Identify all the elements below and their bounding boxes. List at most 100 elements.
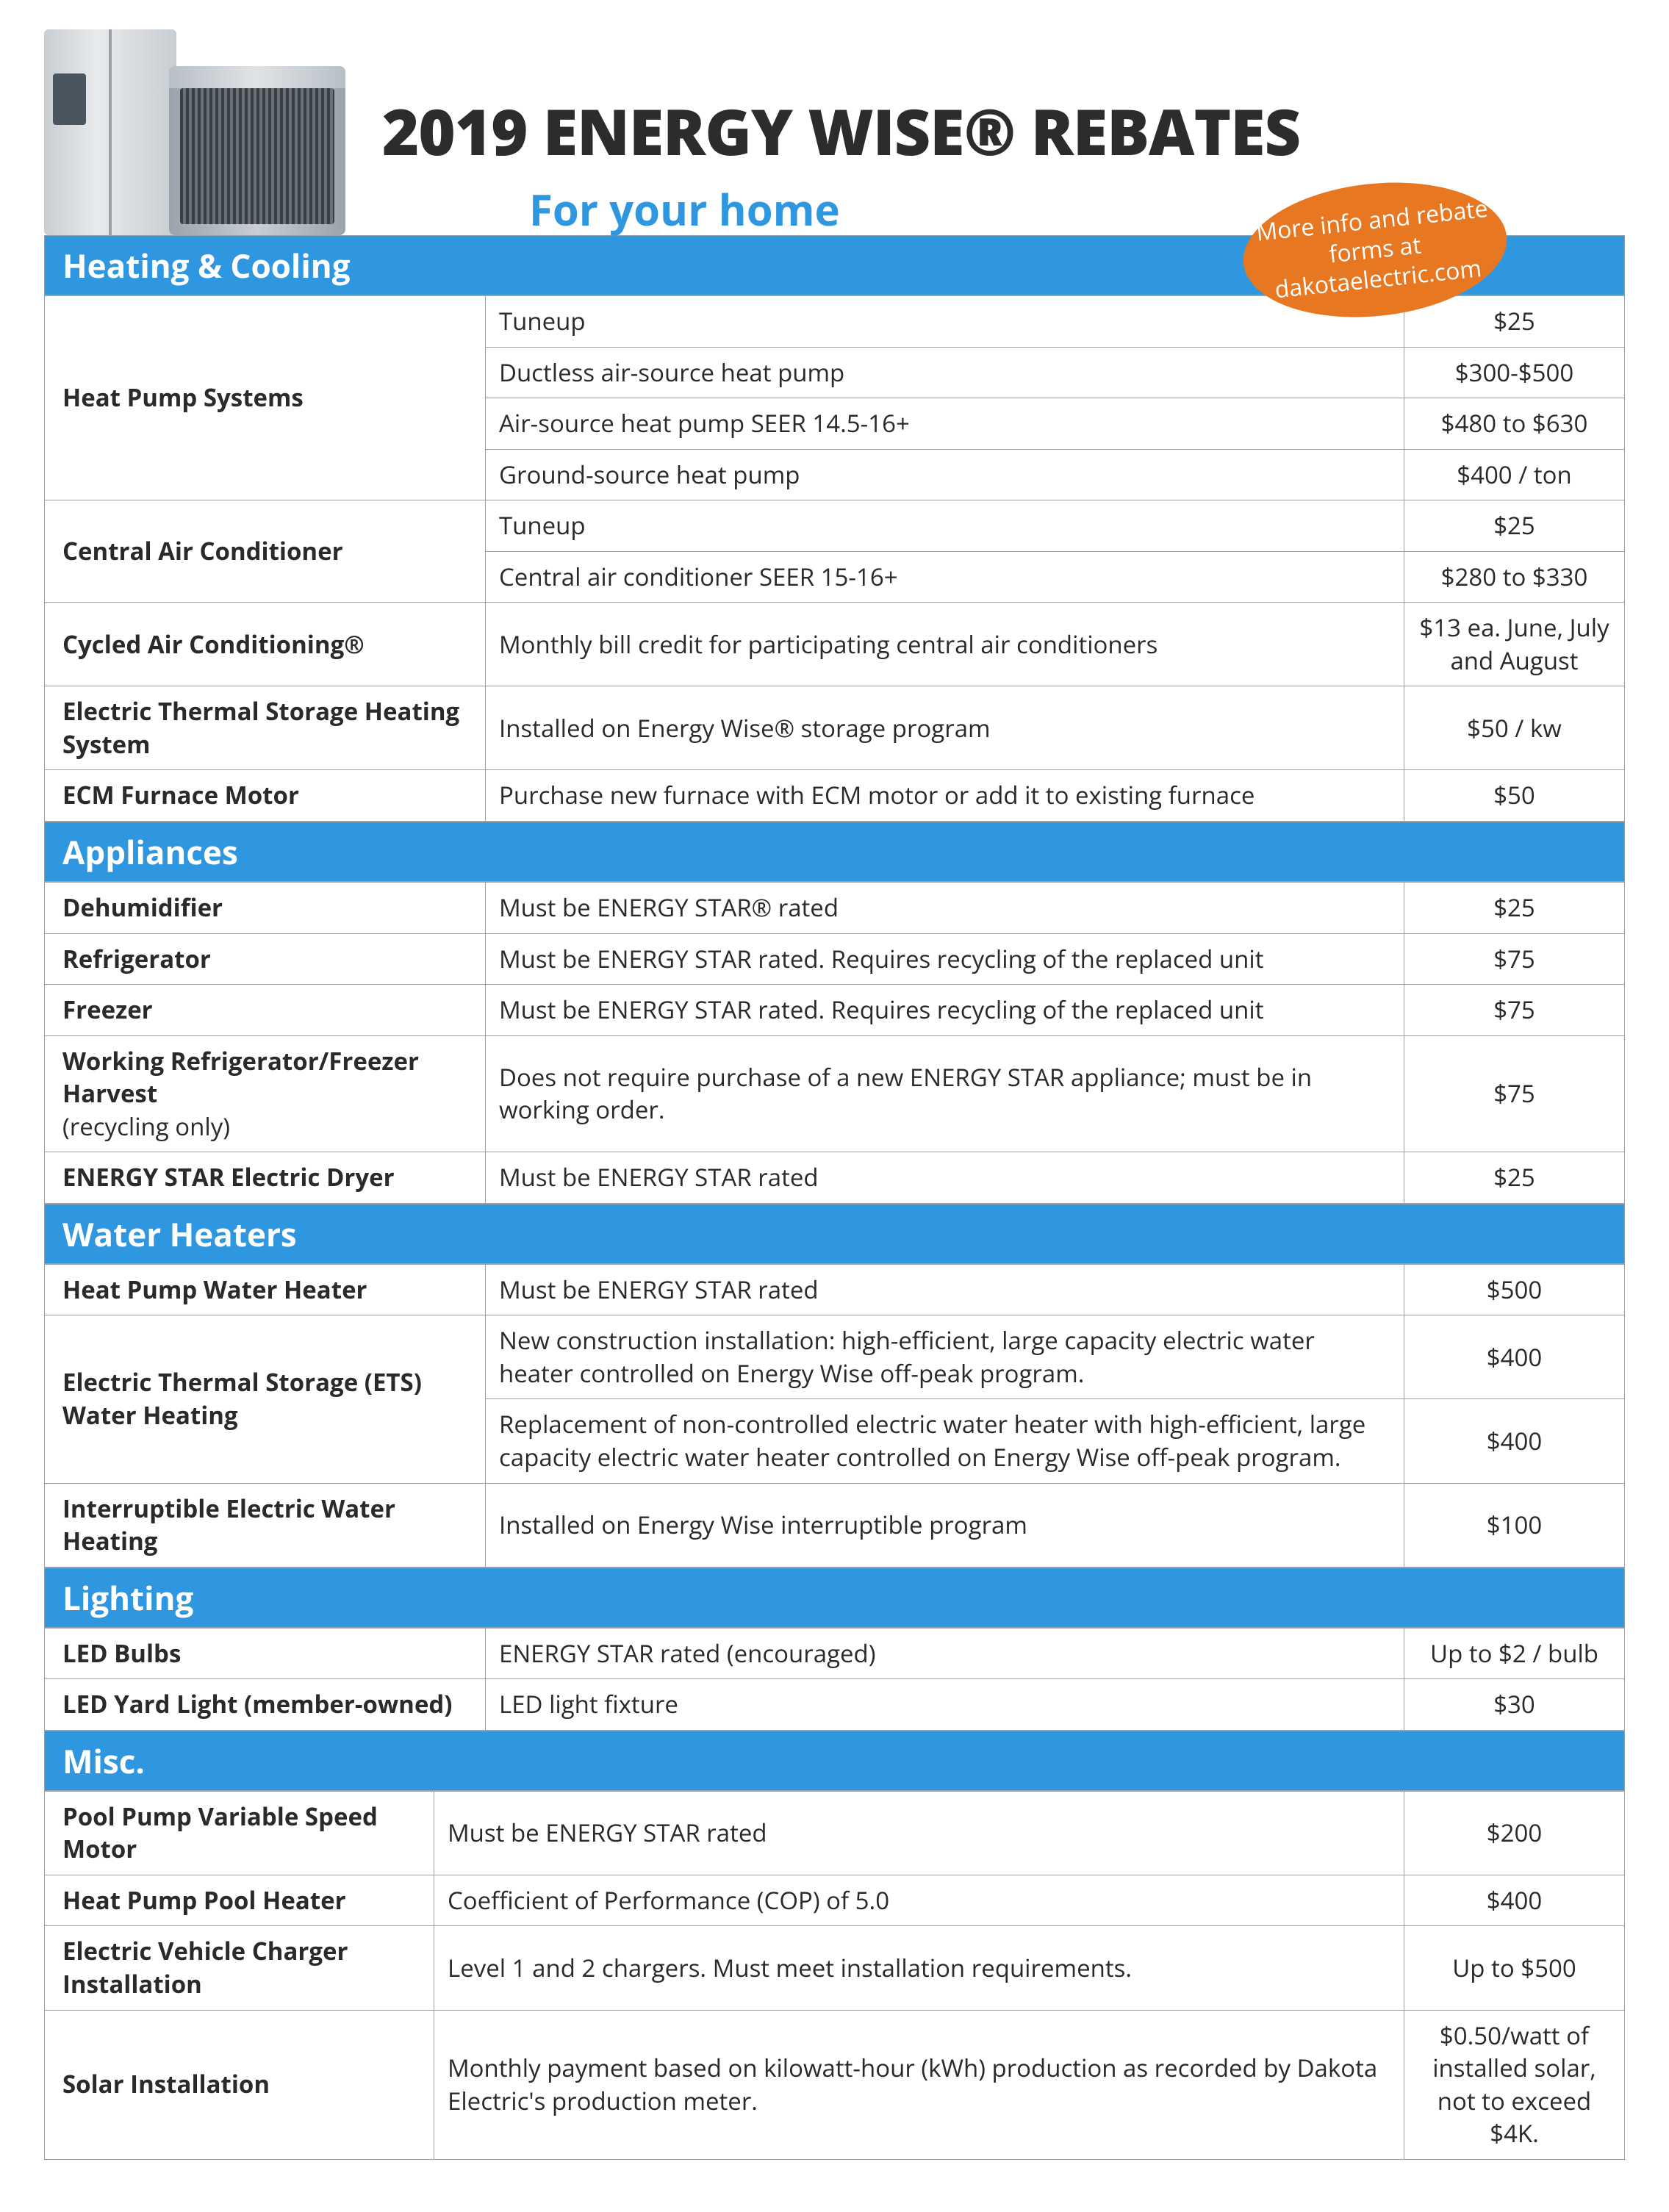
row-label: LED Bulbs xyxy=(45,1628,486,1679)
row-label: Dehumidifier xyxy=(45,883,486,934)
row-amount: Up to $500 xyxy=(1404,1926,1625,2010)
header: 2019 ENERGY WISE® REBATES For your home … xyxy=(44,29,1625,250)
section-header: Water Heaters xyxy=(44,1204,1625,1264)
table-row: ECM Furnace MotorPurchase new furnace wi… xyxy=(45,770,1625,822)
row-sublabel: (recycling only) xyxy=(62,1110,230,1143)
row-label: Heat Pump Pool Heater xyxy=(45,1875,434,1926)
row-label: Electric Thermal Storage (ETS) Water Hea… xyxy=(45,1315,486,1483)
table-row: Working Refrigerator/Freezer Harvest(rec… xyxy=(45,1035,1625,1152)
row-amount: $300-$500 xyxy=(1404,347,1625,398)
row-label: Working Refrigerator/Freezer Harvest(rec… xyxy=(45,1035,486,1152)
section-header: Appliances xyxy=(44,822,1625,882)
row-label: Heat Pump Water Heater xyxy=(45,1264,486,1315)
row-label: ECM Furnace Motor xyxy=(45,770,486,822)
row-amount: $75 xyxy=(1404,985,1625,1036)
row-amount: $480 to $630 xyxy=(1404,398,1625,450)
row-amount: $25 xyxy=(1404,1152,1625,1204)
title-block: 2019 ENERGY WISE® REBATES For your home xyxy=(353,29,1300,238)
row-label: Freezer xyxy=(45,985,486,1036)
row-amount: $75 xyxy=(1404,933,1625,985)
table-row: Electric Vehicle Charger InstallationLev… xyxy=(45,1926,1625,2010)
table-row: DehumidifierMust be ENERGY STAR® rated$2… xyxy=(45,883,1625,934)
row-description: Ground-source heat pump xyxy=(486,449,1404,500)
table-row: RefrigeratorMust be ENERGY STAR rated. R… xyxy=(45,933,1625,985)
appliance-illustration xyxy=(44,29,353,250)
row-label: Interruptible Electric Water Heating xyxy=(45,1483,486,1567)
row-description: Must be ENERGY STAR rated xyxy=(434,1791,1404,1875)
row-amount: $400 / ton xyxy=(1404,449,1625,500)
table-row: Cycled Air Conditioning®Monthly bill cre… xyxy=(45,603,1625,686)
row-label: Central Air Conditioner xyxy=(45,500,486,603)
row-label: Refrigerator xyxy=(45,933,486,985)
table-row: LED Yard Light (member-owned)LED light f… xyxy=(45,1679,1625,1731)
row-description: Central air conditioner SEER 15-16+ xyxy=(486,551,1404,603)
rebate-table: Heat Pump Water HeaterMust be ENERGY STA… xyxy=(44,1264,1625,1568)
row-description: Must be ENERGY STAR rated xyxy=(486,1264,1404,1315)
table-row: Interruptible Electric Water HeatingInst… xyxy=(45,1483,1625,1567)
row-amount: $280 to $330 xyxy=(1404,551,1625,603)
row-amount: $0.50/watt of installed solar, not to ex… xyxy=(1404,2010,1625,2159)
ac-unit-icon xyxy=(169,66,345,235)
row-description: Coefficient of Performance (COP) of 5.0 xyxy=(434,1875,1404,1926)
row-amount: $50 xyxy=(1404,770,1625,822)
fridge-icon xyxy=(44,29,176,235)
row-amount: $75 xyxy=(1404,1035,1625,1152)
rebate-table: DehumidifierMust be ENERGY STAR® rated$2… xyxy=(44,882,1625,1204)
sections-container: Heating & CoolingHeat Pump SystemsTuneup… xyxy=(44,235,1625,2160)
row-label: Electric Vehicle Charger Installation xyxy=(45,1926,434,2010)
section-header: Misc. xyxy=(44,1731,1625,1791)
row-description: Must be ENERGY STAR® rated xyxy=(486,883,1404,934)
row-amount: $13 ea. June, July and August xyxy=(1404,603,1625,686)
table-row: Heat Pump Pool HeaterCoefficient of Perf… xyxy=(45,1875,1625,1926)
table-row: ENERGY STAR Electric DryerMust be ENERGY… xyxy=(45,1152,1625,1204)
table-row: Electric Thermal Storage (ETS) Water Hea… xyxy=(45,1315,1625,1399)
table-row: LED BulbsENERGY STAR rated (encouraged)U… xyxy=(45,1628,1625,1679)
row-description: Monthly payment based on kilowatt-hour (… xyxy=(434,2010,1404,2159)
row-description: Must be ENERGY STAR rated. Requires recy… xyxy=(486,985,1404,1036)
row-amount: $400 xyxy=(1404,1315,1625,1399)
rebate-table: Pool Pump Variable Speed MotorMust be EN… xyxy=(44,1791,1625,2160)
row-label: Heat Pump Systems xyxy=(45,296,486,500)
table-row: Pool Pump Variable Speed MotorMust be EN… xyxy=(45,1791,1625,1875)
table-row: Heat Pump Water HeaterMust be ENERGY STA… xyxy=(45,1264,1625,1315)
row-description: Must be ENERGY STAR rated. Requires recy… xyxy=(486,933,1404,985)
section-header: Lighting xyxy=(44,1568,1625,1628)
row-description: Replacement of non-controlled electric w… xyxy=(486,1399,1404,1483)
rebate-table: LED BulbsENERGY STAR rated (encouraged)U… xyxy=(44,1628,1625,1731)
row-amount: $400 xyxy=(1404,1399,1625,1483)
row-amount: Up to $2 / bulb xyxy=(1404,1628,1625,1679)
row-description: Does not require purchase of a new ENERG… xyxy=(486,1035,1404,1152)
table-row: Solar InstallationMonthly payment based … xyxy=(45,2010,1625,2159)
row-label: Solar Installation xyxy=(45,2010,434,2159)
row-amount: $25 xyxy=(1404,500,1625,552)
row-description: Installed on Energy Wise® storage progra… xyxy=(486,686,1404,770)
row-label: ENERGY STAR Electric Dryer xyxy=(45,1152,486,1204)
row-label: Electric Thermal Storage Heating System xyxy=(45,686,486,770)
row-label: LED Yard Light (member-owned) xyxy=(45,1679,486,1731)
row-amount: $50 / kw xyxy=(1404,686,1625,770)
row-description: Purchase new furnace with ECM motor or a… xyxy=(486,770,1404,822)
row-description: Tuneup xyxy=(486,500,1404,552)
row-description: Must be ENERGY STAR rated xyxy=(486,1152,1404,1204)
row-description: Level 1 and 2 chargers. Must meet instal… xyxy=(434,1926,1404,2010)
table-row: Electric Thermal Storage Heating SystemI… xyxy=(45,686,1625,770)
row-amount: $100 xyxy=(1404,1483,1625,1567)
table-row: Central Air ConditionerTuneup$25 xyxy=(45,500,1625,552)
row-amount: $400 xyxy=(1404,1875,1625,1926)
row-description: ENERGY STAR rated (encouraged) xyxy=(486,1628,1404,1679)
row-description: New construction installation: high-effi… xyxy=(486,1315,1404,1399)
row-description: Monthly bill credit for participating ce… xyxy=(486,603,1404,686)
page-title: 2019 ENERGY WISE® REBATES xyxy=(382,88,1300,174)
row-amount: $200 xyxy=(1404,1791,1625,1875)
row-label: Cycled Air Conditioning® xyxy=(45,603,486,686)
row-description: Installed on Energy Wise interruptible p… xyxy=(486,1483,1404,1567)
row-description: LED light fixture xyxy=(486,1679,1404,1731)
row-description: Air-source heat pump SEER 14.5-16+ xyxy=(486,398,1404,450)
table-row: FreezerMust be ENERGY STAR rated. Requir… xyxy=(45,985,1625,1036)
row-description: Ductless air-source heat pump xyxy=(486,347,1404,398)
row-label: Pool Pump Variable Speed Motor xyxy=(45,1791,434,1875)
row-amount: $30 xyxy=(1404,1679,1625,1731)
row-amount: $500 xyxy=(1404,1264,1625,1315)
row-amount: $25 xyxy=(1404,883,1625,934)
rebate-table: Heat Pump SystemsTuneup$25 Ductless air-s… xyxy=(44,295,1625,822)
